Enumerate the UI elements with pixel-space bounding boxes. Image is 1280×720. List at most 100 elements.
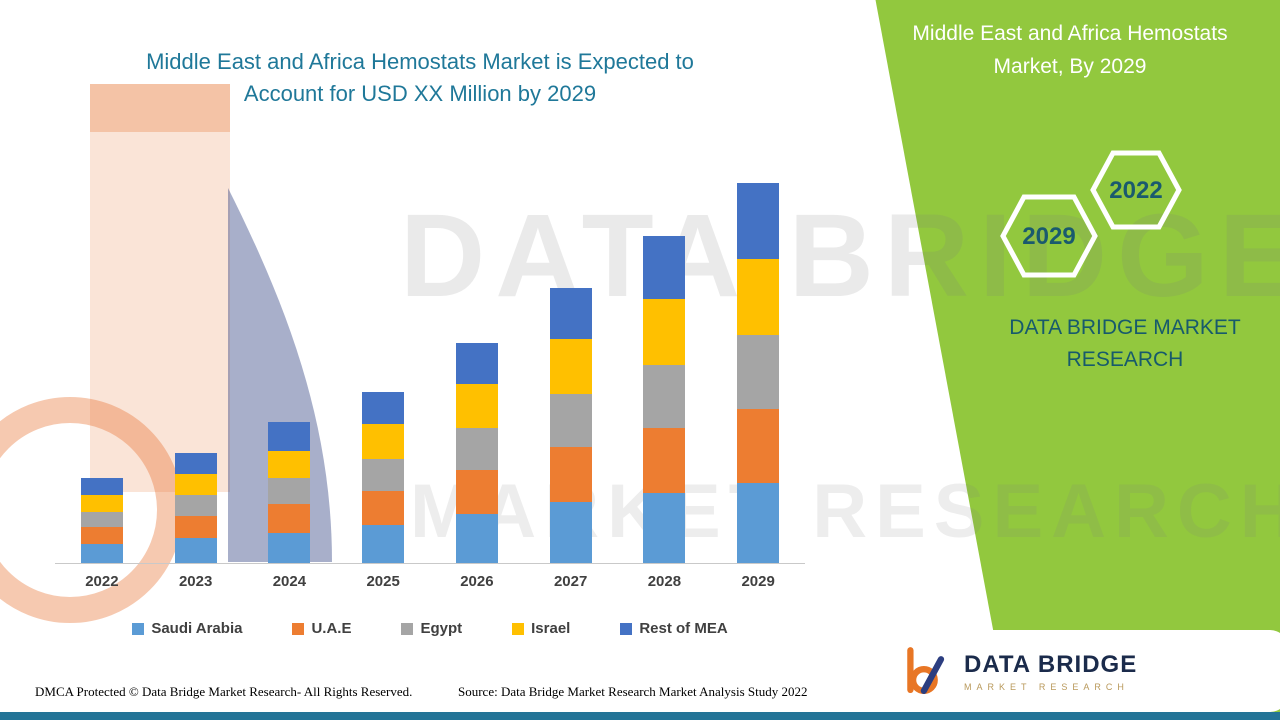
bar-segment-2029-rest-of-mea [737,183,780,260]
bar-group-2022 [55,150,149,563]
hexagon-badge-2029: 2029 [1000,194,1098,278]
bar-group-2024 [243,150,337,563]
bar-segment-2028-u-a-e [643,428,686,493]
bar-segment-2023-egypt [174,494,217,516]
bar-segment-2028-rest-of-mea [643,236,686,299]
legend-label: U.A.E [311,620,352,637]
bar-segment-2023-israel [174,473,217,495]
bar-segment-2022-u-a-e [80,526,123,544]
footer-dmca-text: DMCA Protected © Data Bridge Market Rese… [35,684,413,699]
hexagon-outline [1090,150,1182,230]
panel-brand-line2: RESEARCH [1066,347,1184,371]
stacked-bar-2023 [174,452,217,563]
bar-segment-2027-israel [549,338,592,394]
stacked-bar-2026 [455,342,498,563]
footer-accent-bar [0,712,1280,720]
legend-swatch [292,622,305,635]
data-bridge-logo-icon [907,647,945,694]
bar-group-2026 [430,150,524,563]
panel-title: Middle East and Africa Hemostats Market,… [885,18,1255,83]
bar-segment-2024-israel [268,450,311,478]
legend-label: Rest of MEA [639,620,728,637]
hexagon-2029-label: 2029 [1022,223,1075,250]
plot-area [55,150,805,563]
panel-title-line2: Market, By 2029 [993,54,1147,78]
legend-item-saudi-arabia: Saudi Arabia [132,620,242,637]
bar-segment-2026-saudi-arabia [455,513,498,563]
bar-segment-2023-saudi-arabia [174,538,217,563]
bar-segment-2022-rest-of-mea [80,477,123,495]
bar-segment-2025-israel [362,424,405,459]
chart-legend: Saudi Arabia U.A.E Egypt Israel Rest of MEA [55,620,805,637]
bar-segment-2026-u-a-e [455,469,498,514]
bar-segment-2025-egypt [362,458,405,491]
stacked-bar-2027 [549,287,592,563]
x-axis-labels: 2022 2023 2024 2025 2026 2027 2028 2029 [55,573,805,590]
legend-label: Israel [531,620,571,637]
x-axis-label-2027: 2027 [553,573,588,590]
bar-segment-2026-egypt [455,428,498,470]
x-axis-label-2028: 2028 [647,573,682,590]
x-axis-label-2022: 2022 [85,573,119,590]
legend-item-israel: Israel [512,620,570,637]
bar-segment-2023-u-a-e [174,515,217,539]
bar-group-2025 [336,150,430,563]
bar-segment-2024-egypt [268,477,311,505]
stacked-bar-chart: 2022 2023 2024 2025 2026 2027 2028 2029 Saudi A… [55,150,805,637]
logo-card-text: DATA BRIDGE MARKET RESEARCH [964,651,1137,692]
panel-brand-line1: DATA BRIDGE MARKET [1009,316,1241,339]
bar-group-2029 [711,150,805,563]
bar-segment-2029-israel [737,259,780,336]
bar-segment-2027-u-a-e [549,447,592,503]
bar-segment-2028-saudi-arabia [643,492,686,563]
hexagon-outline [1000,194,1098,278]
stacked-bar-2024 [268,422,311,563]
bar-segment-2028-egypt [643,365,686,429]
chart-title-line1: Middle East and Africa Hemostats Market … [146,49,694,74]
stacked-bar-2022 [80,477,123,563]
bar-segment-2028-israel [643,298,686,366]
x-axis-label-2023: 2023 [178,573,213,590]
chart-title-line2: Account for USD XX Million by 2029 [243,80,597,106]
stacked-bar-2025 [362,392,405,563]
legend-swatch [401,622,414,635]
hexagon-2022-label: 2022 [1109,177,1162,204]
logo-brand-subtitle: MARKET RESEARCH [964,681,1129,692]
bar-segment-2024-saudi-arabia [268,532,311,563]
hexagon-badge-2022: 2022 [1090,150,1182,230]
logo-card: DATA BRIDGE MARKET RESEARCH [868,630,1280,712]
panel-title-line1: Middle East and Africa Hemostats [912,22,1228,45]
bar-segment-2029-egypt [737,335,780,410]
bar-segment-2026-israel [455,384,498,429]
x-axis-label-2025: 2025 [366,573,400,590]
x-axis-label-2029: 2029 [741,573,775,590]
x-axis-line [55,563,805,564]
bar-segment-2024-u-a-e [268,504,311,533]
bar-segment-2025-saudi-arabia [362,525,405,563]
bar-segment-2027-saudi-arabia [549,502,592,563]
logo-brand-name: DATA BRIDGE [964,650,1138,678]
bar-segment-2024-rest-of-mea [268,422,311,451]
bar-segment-2022-saudi-arabia [80,544,123,563]
legend-swatch [620,622,633,635]
x-axis-label-2024: 2024 [272,573,307,590]
bar-segment-2025-rest-of-mea [362,392,405,425]
bar-group-2028 [618,150,712,563]
bar-segment-2025-u-a-e [362,490,405,525]
bar-segment-2023-rest-of-mea [174,452,217,474]
stacked-bar-2028 [643,236,686,563]
x-axis-label-2026: 2026 [460,573,494,590]
legend-label: Saudi Arabia [151,620,243,637]
bar-group-2023 [149,150,243,563]
bar-segment-2026-rest-of-mea [455,342,498,385]
bar-segment-2027-egypt [549,393,592,448]
bar-segment-2029-u-a-e [737,409,780,484]
bar-segment-2027-rest-of-mea [549,287,592,339]
bar-segment-2022-israel [80,494,123,512]
legend-item-egypt: Egypt [401,620,462,637]
bar-group-2027 [524,150,618,563]
bar-segment-2022-egypt [80,511,123,527]
legend-swatch [512,622,525,635]
legend-item-u-a-e: U.A.E [292,620,351,637]
